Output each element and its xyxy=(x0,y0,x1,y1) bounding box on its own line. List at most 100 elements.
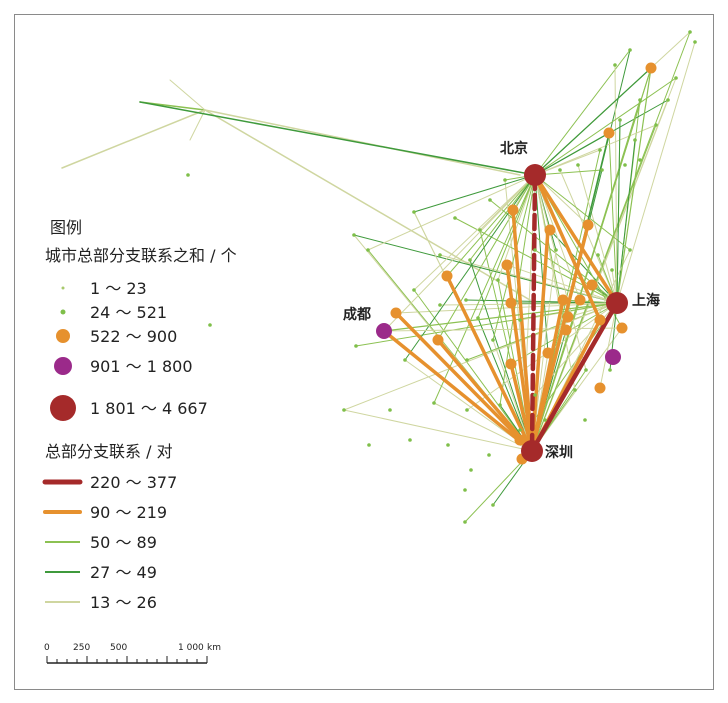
small-city-node xyxy=(633,138,637,142)
medium-city-node xyxy=(505,297,517,309)
legend-node-label-5: 1 801 ～ 4 667 xyxy=(90,399,208,418)
small-city-node xyxy=(354,344,358,348)
small-city-node xyxy=(491,503,495,507)
legend-link-label-4: 27 ～ 49 xyxy=(90,563,157,582)
small-city-node xyxy=(446,443,450,447)
network-link xyxy=(445,274,534,453)
network-link xyxy=(511,208,534,453)
network-link xyxy=(492,339,533,452)
small-city-node xyxy=(618,118,622,122)
small-city-node xyxy=(498,403,502,407)
small-city-node xyxy=(623,163,627,167)
small-city-node xyxy=(518,428,522,432)
network-link xyxy=(439,302,618,306)
small-city-node xyxy=(576,163,580,167)
network-link xyxy=(534,174,576,391)
network-link xyxy=(436,338,534,453)
legend-title: 图例 xyxy=(50,218,82,237)
network-link xyxy=(477,174,536,319)
medium-city-node xyxy=(441,270,453,282)
small-city-node xyxy=(412,210,416,214)
small-city-node xyxy=(533,393,537,397)
network-link xyxy=(534,174,589,226)
small-city-node xyxy=(408,438,412,442)
small-city-node xyxy=(533,248,537,252)
small-city-node xyxy=(352,233,356,237)
small-city-node xyxy=(465,358,469,362)
small-city-node xyxy=(558,168,562,172)
network-link xyxy=(61,109,206,169)
network-link xyxy=(343,409,533,452)
legend-node-symbol-1 xyxy=(61,286,65,290)
network-link xyxy=(355,302,618,347)
small-city-node xyxy=(654,123,658,127)
network-link xyxy=(534,174,587,371)
city-node-purple xyxy=(605,349,621,365)
scale-bar: 0 250 500 1 000 km xyxy=(44,643,221,664)
small-city-node xyxy=(638,98,642,102)
small-city-node xyxy=(453,216,457,220)
network-link xyxy=(531,99,641,452)
map-frame xyxy=(14,14,714,690)
network-link xyxy=(413,174,536,291)
network-link xyxy=(559,169,618,304)
network-link xyxy=(616,41,696,304)
medium-city-node xyxy=(501,259,513,271)
network-link xyxy=(433,174,536,404)
network-link xyxy=(533,173,602,322)
medium-city-node xyxy=(594,382,606,394)
network-link xyxy=(139,101,536,176)
small-city-node xyxy=(628,248,632,252)
network-link xyxy=(534,149,601,176)
medium-city-node xyxy=(544,224,556,236)
network-link xyxy=(534,169,603,176)
scale-unit: km xyxy=(207,643,221,653)
medium-city-node xyxy=(390,307,402,319)
small-city-node xyxy=(487,453,491,457)
small-city-node xyxy=(478,228,482,232)
scale-tick-250: 250 xyxy=(73,643,90,653)
legend-link-label-3: 50 ～ 89 xyxy=(90,533,157,552)
legend-node-symbol-3 xyxy=(56,329,70,343)
small-city-node xyxy=(465,408,469,412)
small-city-node xyxy=(186,173,190,177)
medium-city-node xyxy=(616,322,628,334)
network-link xyxy=(534,174,549,354)
network-link xyxy=(509,362,534,453)
network-link xyxy=(534,174,631,251)
network-link xyxy=(204,109,531,301)
small-city-node xyxy=(438,303,442,307)
small-city-node xyxy=(432,401,436,405)
small-city-node xyxy=(491,338,495,342)
small-city-node xyxy=(366,248,370,252)
legend-link-label-1: 220 ～ 377 xyxy=(90,473,177,492)
small-city-node xyxy=(464,298,468,302)
small-city-node xyxy=(403,358,407,362)
small-city-node xyxy=(488,198,492,202)
scale-tick-1000: 1 000 xyxy=(178,643,204,653)
small-city-node xyxy=(367,443,371,447)
network-link xyxy=(530,228,550,453)
network-link xyxy=(189,109,206,141)
small-city-node xyxy=(584,368,588,372)
city-label-shanghai: 上海 xyxy=(632,292,660,309)
legend-node-title: 城市总部分支联系之和 / 个 xyxy=(45,246,237,265)
small-city-node xyxy=(496,278,500,282)
network-link xyxy=(469,174,536,261)
network-link xyxy=(616,67,652,304)
network-link xyxy=(534,67,652,176)
network-link xyxy=(534,124,657,176)
small-city-node xyxy=(628,48,632,52)
small-city-node xyxy=(388,408,392,412)
medium-city-node xyxy=(586,279,598,291)
network-link xyxy=(413,289,533,452)
network-link xyxy=(492,174,536,341)
medium-city-node xyxy=(645,62,657,74)
medium-city-node xyxy=(574,294,586,306)
medium-city-node xyxy=(432,334,444,346)
network-link xyxy=(533,173,619,305)
medium-city-node xyxy=(560,324,572,336)
small-city-node xyxy=(583,418,587,422)
scale-tick-500: 500 xyxy=(110,643,127,653)
